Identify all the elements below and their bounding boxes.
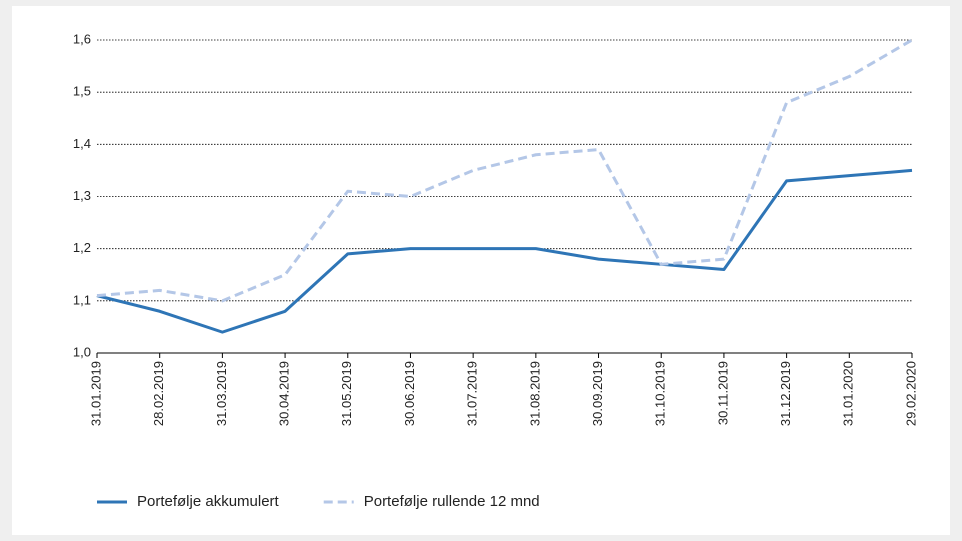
x-tick-label: 31.07.2019 [465, 361, 480, 426]
y-tick-label: 1,4 [73, 136, 91, 151]
x-tick-label: 31.05.2019 [339, 361, 354, 426]
y-tick-label: 1,0 [73, 344, 91, 359]
x-tick-label: 31.10.2019 [653, 361, 668, 426]
legend-label: Portefølje akkumulert [137, 493, 280, 510]
y-tick-label: 1,2 [73, 240, 91, 255]
y-tick-label: 1,1 [73, 292, 91, 307]
x-tick-label: 30.11.2019 [715, 361, 730, 425]
x-tick-label: 31.03.2019 [214, 361, 229, 426]
x-tick-label: 30.04.2019 [277, 361, 292, 426]
x-tick-label: 31.12.2019 [778, 361, 793, 426]
x-tick-label: 29.02.2020 [903, 361, 918, 426]
x-tick-label: 31.01.2020 [841, 361, 856, 426]
y-tick-label: 1,5 [73, 84, 91, 99]
y-tick-label: 1,3 [73, 188, 91, 203]
series-line [96, 168, 913, 334]
chart-panel [12, 6, 950, 535]
legend-label: Portefølje rullende 12 mnd [364, 493, 540, 510]
x-tick-label: 30.09.2019 [590, 361, 605, 426]
x-tick-label: 30.06.2019 [402, 361, 417, 426]
x-tick-label: 31.08.2019 [527, 361, 542, 426]
x-tick-label: 28.02.2019 [151, 361, 166, 426]
y-tick-label: 1,6 [73, 31, 91, 46]
x-tick-label: 31.01.2019 [88, 361, 103, 426]
